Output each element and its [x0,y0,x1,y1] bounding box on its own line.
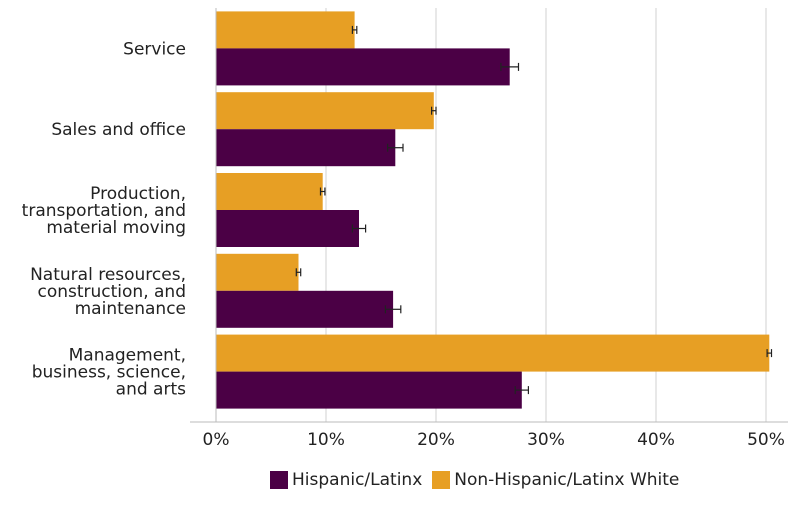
bar-white-2 [216,173,323,210]
category-label-4: Management, business, science, and arts [32,346,186,400]
category-label-line: and arts [116,380,186,400]
x-tick-label-0: 0% [203,430,230,450]
bar-hispanic-2 [216,210,359,247]
category-label-2: Production, transportation, and material m… [22,184,186,238]
category-label-line: material moving [46,218,186,238]
category-label-line: Sales and office [51,120,186,140]
category-label-line: business, science, [32,363,186,383]
category-label-line: Service [123,39,186,59]
bar-hispanic-4 [216,371,522,409]
category-label-line: construction, and [37,282,186,302]
legend-label-hispanic: Hispanic/Latinx [292,470,423,490]
category-label-0: Service [123,39,186,59]
category-label-line: Management, [69,346,186,366]
x-tick-label-3: 30% [527,430,565,450]
category-label-3: Natural resources, construction, and maint… [30,265,186,319]
legend-item-hispanic: Hispanic/Latinx [270,470,422,490]
legend-swatch-hispanic [270,471,288,489]
legend-label-white: Non-Hispanic/Latinx White [454,470,680,490]
legend: Hispanic/Latinx Non-Hispanic/Latinx Whit… [270,470,679,490]
category-label-line: transportation, and [22,201,186,221]
category-label-line: Natural resources, [30,265,186,285]
bar-white-4 [216,334,770,372]
bar-hispanic-0 [216,48,510,86]
bar-hispanic-3 [216,290,394,328]
x-tick-label-5: 50% [747,430,785,450]
category-label-line: maintenance [75,299,186,319]
bar-white-3 [216,253,299,291]
bar-white-0 [216,11,355,49]
category-label-1: Sales and office [51,120,186,140]
legend-item-white: Non-Hispanic/Latinx White [432,470,679,490]
legend-swatch-white [432,471,451,489]
x-tick-label-1: 10% [307,430,345,450]
bar-hispanic-1 [216,129,396,167]
category-label-line: Production, [90,184,186,204]
x-tick-label-4: 40% [637,430,675,450]
bar-white-1 [216,92,434,130]
x-tick-label-2: 20% [417,430,455,450]
